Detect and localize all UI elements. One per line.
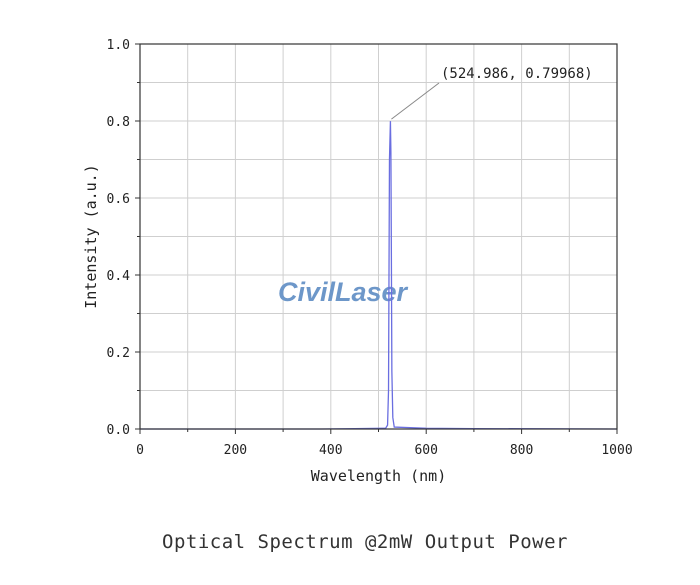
peak-annotation: (524.986, 0.79968)	[441, 66, 593, 82]
x-tick-label: 800	[510, 443, 533, 458]
y-axis-title: Intensity (a.u.)	[82, 164, 100, 309]
annotation-leader	[391, 82, 440, 120]
y-tick-label: 1.0	[107, 38, 130, 53]
x-tick-label: 0	[136, 443, 144, 458]
y-tick-label: 0.2	[107, 346, 130, 361]
x-axis-title: Wavelength (nm)	[311, 467, 446, 485]
y-tick-label: 0.6	[107, 192, 130, 207]
grid-lines	[140, 44, 617, 429]
annotations: (524.986, 0.79968)	[391, 66, 593, 120]
x-tick-label: 1000	[601, 443, 632, 458]
x-tick-label: 400	[319, 443, 342, 458]
axis-ticks: 0 200 400 600 800 1000 0.0 0.2 0.4 0.6 0.8 1.0	[107, 38, 633, 458]
spectrum-chart: CivilLaser 0 200 400 600 800 1000 0.0 0.2 0.4 0.6…	[82, 38, 633, 485]
data-series	[140, 121, 618, 430]
y-tick-label: 0.4	[107, 269, 131, 284]
y-tick-label: 0.8	[107, 115, 130, 130]
figure-caption: Optical Spectrum @2mW Output Power	[162, 531, 568, 553]
y-tick-label: 0.0	[107, 423, 130, 438]
x-tick-label: 200	[224, 443, 247, 458]
x-tick-label: 600	[414, 443, 437, 458]
watermark-text: CivilLaser	[278, 277, 409, 307]
series-line	[140, 121, 618, 430]
watermark-logo: CivilLaser	[278, 277, 409, 307]
